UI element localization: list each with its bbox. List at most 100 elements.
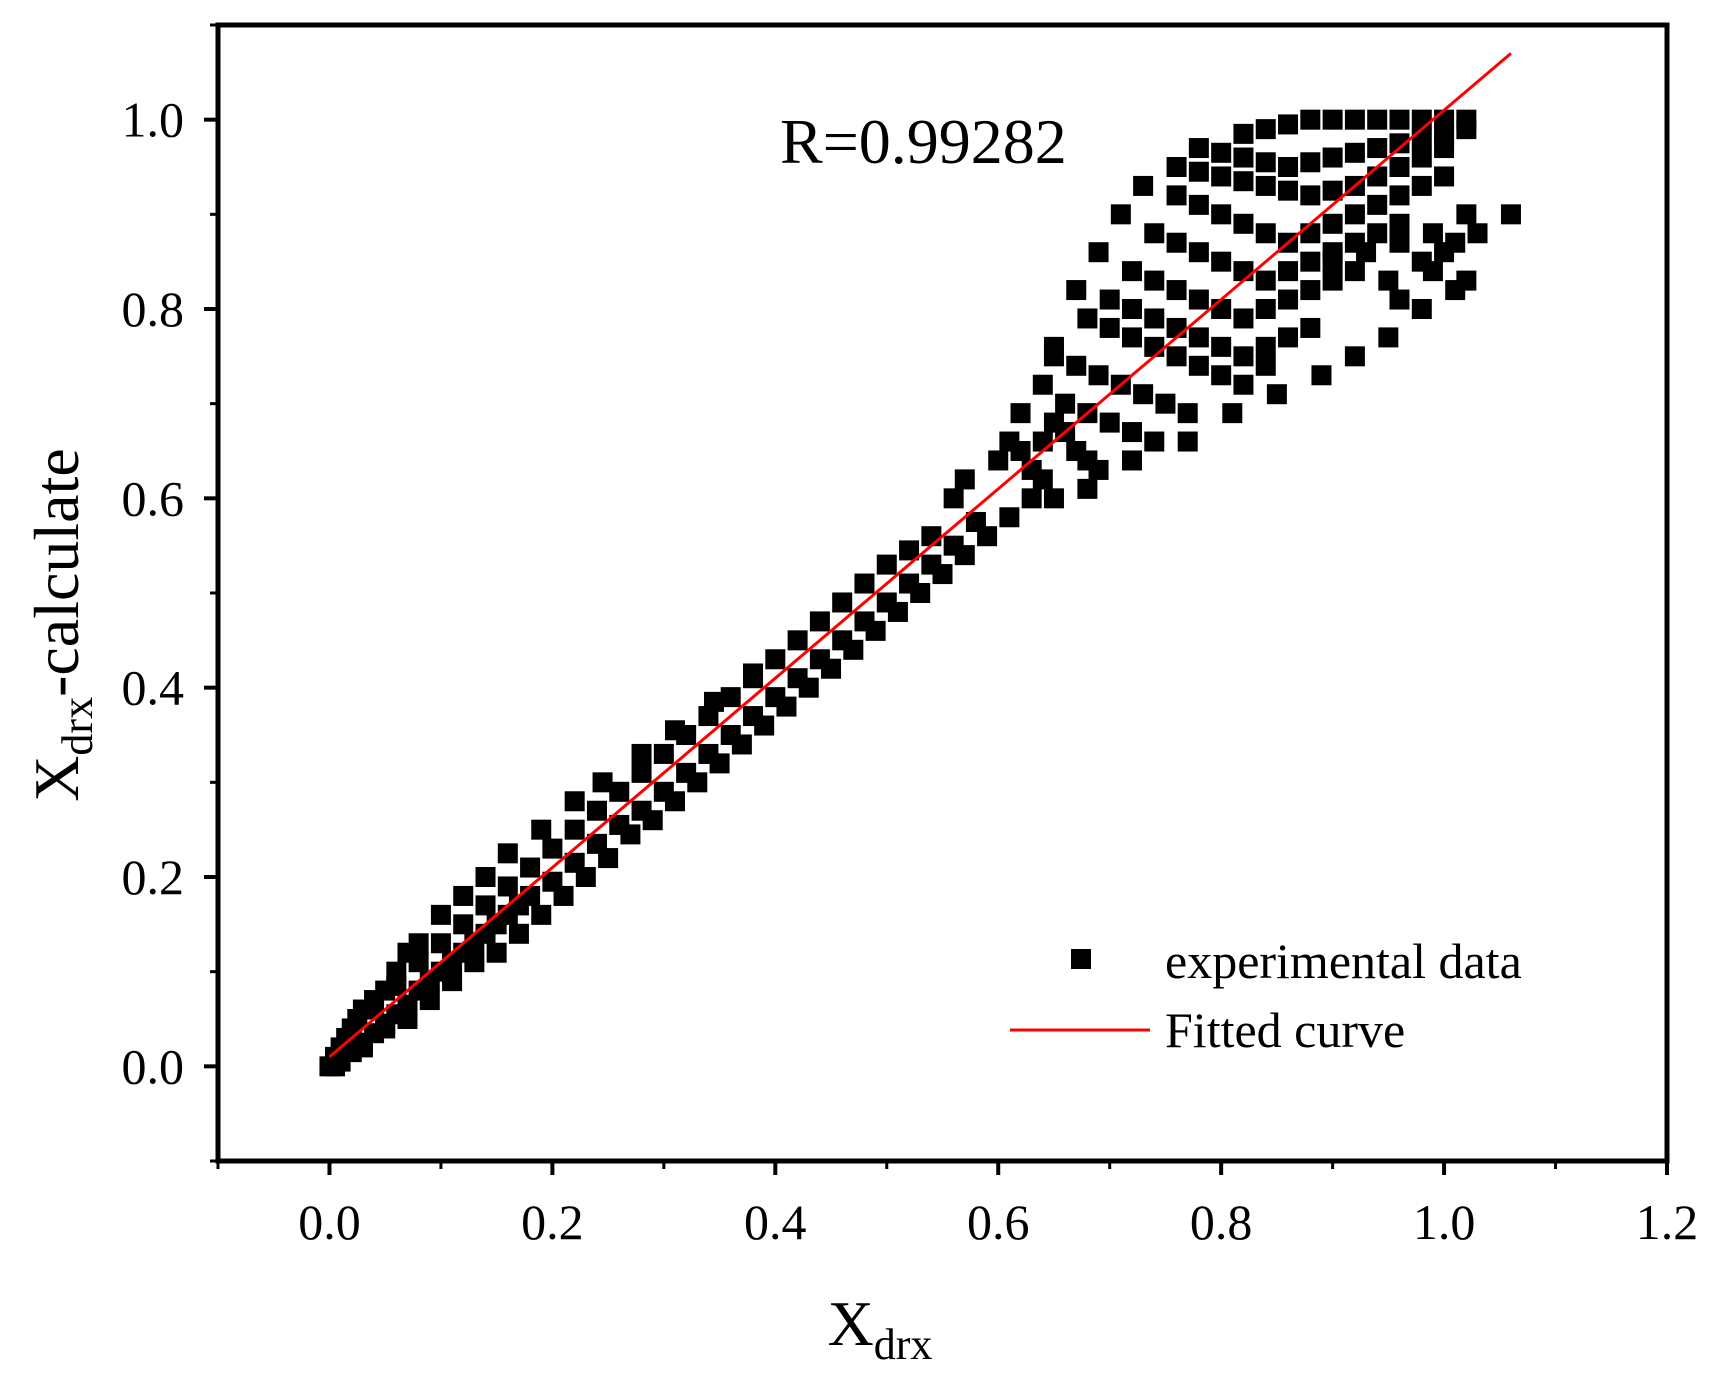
y-axis-tick-labels: 0.0 0.2 0.4 0.6 0.8 1.0: [122, 92, 185, 1095]
data-point: [1144, 308, 1165, 329]
data-point: [1121, 422, 1142, 443]
data-point: [1278, 327, 1299, 348]
data-point: [776, 696, 797, 717]
data-point: [1411, 175, 1432, 196]
data-point: [586, 800, 607, 821]
data-point: [1500, 204, 1521, 225]
data-point: [1266, 384, 1287, 405]
data-point: [453, 885, 474, 906]
data-point: [1278, 157, 1299, 177]
data-point: [832, 592, 853, 613]
data-point: [419, 990, 440, 1011]
data-point: [1300, 317, 1321, 338]
data-point: [1188, 327, 1209, 348]
data-point: [1211, 204, 1232, 225]
data-point: [564, 791, 585, 812]
data-point: [921, 526, 942, 547]
data-point: [1032, 469, 1053, 490]
data-point: [1367, 194, 1388, 215]
data-point: [1411, 109, 1432, 130]
data-point: [821, 658, 842, 679]
legend-label-fitted: Fitted curve: [1165, 1002, 1405, 1058]
data-point: [1211, 365, 1232, 386]
data-point: [954, 545, 975, 566]
data-point: [1144, 431, 1165, 452]
data-point: [977, 526, 998, 547]
data-point: [1322, 180, 1343, 201]
data-point: [754, 715, 775, 736]
x-tick-label: 0.2: [521, 1194, 584, 1250]
data-point: [1032, 431, 1053, 452]
data-point: [1411, 299, 1432, 319]
data-point: [1032, 374, 1053, 395]
data-point: [1121, 261, 1142, 282]
x-axis-title: Xdrx: [828, 1288, 933, 1369]
data-point: [1322, 109, 1343, 130]
data-point: [1367, 109, 1388, 130]
x-axis-tick-labels: 0.0 0.2 0.4 0.6 0.8 1.0 1.2: [298, 1194, 1698, 1250]
data-point: [475, 867, 496, 887]
data-point: [375, 1018, 396, 1039]
data-point: [508, 923, 529, 944]
data-point: [592, 772, 613, 793]
data-point: [809, 611, 830, 632]
data-point: [743, 668, 764, 689]
data-point: [408, 952, 429, 973]
data-point: [531, 819, 552, 840]
data-point: [531, 904, 552, 925]
data-point: [1255, 223, 1276, 244]
data-point: [386, 975, 407, 996]
y-tick-label: 1.0: [122, 92, 185, 148]
data-point: [653, 743, 674, 764]
data-point: [798, 677, 819, 698]
data-point: [430, 904, 451, 925]
data-point: [620, 824, 641, 845]
data-point: [1177, 403, 1198, 424]
data-point: [932, 564, 953, 585]
data-point: [1233, 308, 1254, 329]
data-point: [1344, 261, 1365, 282]
data-point: [1233, 123, 1254, 144]
data-point: [1389, 232, 1410, 253]
data-point: [1166, 346, 1187, 367]
data-point: [1121, 450, 1142, 471]
legend-label-experimental: experimental data: [1165, 933, 1522, 989]
data-point: [1211, 251, 1232, 272]
x-tick-label: 0.0: [298, 1194, 361, 1250]
data-point: [1144, 223, 1165, 244]
data-point: [1121, 299, 1142, 319]
data-point: [709, 753, 730, 774]
data-point: [564, 819, 585, 840]
data-point: [1456, 109, 1477, 130]
data-point: [475, 895, 496, 916]
data-point: [943, 488, 964, 509]
data-point: [497, 876, 518, 897]
data-point: [1110, 204, 1131, 225]
data-point: [1133, 175, 1154, 196]
data-point: [1255, 336, 1276, 357]
data-point: [1300, 109, 1321, 130]
data-point: [1233, 261, 1254, 282]
data-point: [1456, 270, 1477, 291]
data-point: [486, 942, 507, 963]
data-point: [765, 649, 786, 670]
data-point: [1389, 157, 1410, 177]
data-point: [364, 999, 385, 1020]
data-point: [1233, 147, 1254, 168]
data-point: [1166, 157, 1187, 177]
legend-marker-square: [1071, 949, 1091, 969]
data-point: [1188, 242, 1209, 263]
data-point: [1166, 280, 1187, 301]
data-point: [1300, 280, 1321, 301]
y-tick-label: 0.4: [122, 660, 185, 716]
data-point: [1133, 384, 1154, 405]
data-point: [999, 507, 1020, 528]
data-point: [1188, 355, 1209, 376]
data-point: [430, 933, 451, 954]
data-point: [553, 885, 574, 906]
data-point: [1255, 299, 1276, 319]
x-tick-label: 1.0: [1413, 1194, 1476, 1250]
data-point: [1066, 280, 1087, 301]
data-point: [1389, 109, 1410, 130]
